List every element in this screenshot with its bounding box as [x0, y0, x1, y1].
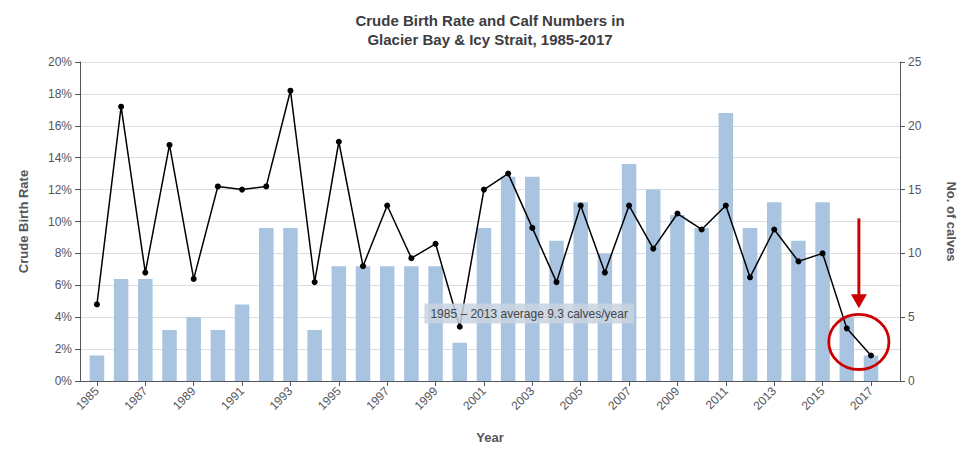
svg-text:1999: 1999 — [412, 384, 441, 413]
svg-text:14%: 14% — [48, 151, 72, 165]
svg-text:1987: 1987 — [122, 384, 151, 413]
svg-text:2007: 2007 — [605, 384, 634, 413]
svg-text:2009: 2009 — [654, 384, 683, 413]
svg-text:15: 15 — [908, 183, 922, 197]
svg-text:18%: 18% — [48, 87, 72, 101]
svg-text:0%: 0% — [55, 374, 73, 388]
svg-text:Crude Birth Rate and Calf Numb: Crude Birth Rate and Calf Numbers in — [355, 12, 624, 29]
svg-text:2011: 2011 — [703, 384, 731, 412]
svg-text:2%: 2% — [55, 342, 73, 356]
svg-text:1989: 1989 — [170, 384, 199, 413]
svg-text:10%: 10% — [48, 215, 72, 229]
svg-text:2001: 2001 — [460, 384, 489, 413]
svg-text:2013: 2013 — [750, 384, 779, 413]
svg-text:No. of calves: No. of calves — [944, 181, 959, 261]
svg-text:1997: 1997 — [363, 384, 392, 413]
svg-text:12%: 12% — [48, 183, 72, 197]
svg-text:1985 – 2013 average 9.3 calves: 1985 – 2013 average 9.3 calves/year — [430, 307, 627, 321]
svg-text:8%: 8% — [55, 246, 73, 260]
svg-text:16%: 16% — [48, 119, 72, 133]
svg-text:10: 10 — [908, 246, 922, 260]
svg-text:Crude Birth Rate: Crude Birth Rate — [16, 170, 31, 273]
svg-text:2015: 2015 — [799, 384, 828, 413]
svg-text:6%: 6% — [55, 278, 73, 292]
svg-text:1993: 1993 — [267, 384, 296, 413]
svg-text:Glacier Bay & Icy Strait, 1985: Glacier Bay & Icy Strait, 1985-2017 — [367, 31, 612, 48]
svg-text:1985: 1985 — [73, 384, 102, 413]
svg-text:Year: Year — [476, 430, 503, 445]
svg-text:2003: 2003 — [509, 384, 538, 413]
svg-text:4%: 4% — [55, 310, 73, 324]
svg-text:1991: 1991 — [218, 384, 247, 413]
svg-text:2005: 2005 — [557, 384, 586, 413]
svg-text:25: 25 — [908, 55, 922, 69]
svg-text:2017: 2017 — [847, 384, 876, 413]
svg-text:20: 20 — [908, 119, 922, 133]
svg-text:20%: 20% — [48, 55, 72, 69]
svg-text:0: 0 — [908, 374, 915, 388]
svg-text:1995: 1995 — [315, 384, 344, 413]
svg-text:5: 5 — [908, 310, 915, 324]
